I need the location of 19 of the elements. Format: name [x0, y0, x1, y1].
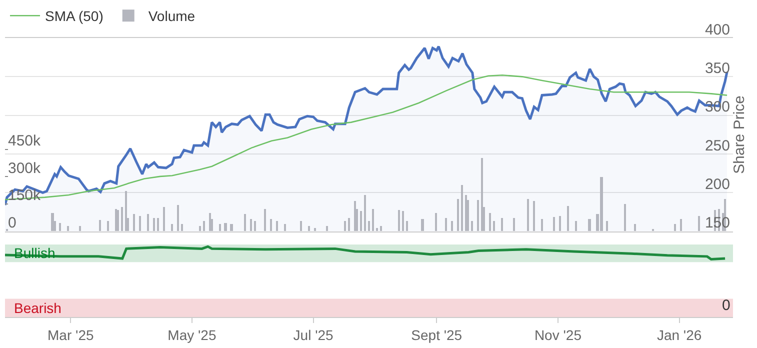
legend-label: SMA (50) — [45, 8, 104, 24]
x-tick-label: Mar '25 — [48, 326, 94, 343]
x-tick-label: Jan '26 — [656, 326, 702, 343]
y-tick-label: 400 — [704, 21, 730, 38]
y-tick-label: 200 — [704, 176, 730, 193]
y2-tick-label: 0 — [8, 214, 16, 232]
y2-tick-label: 450k — [8, 132, 42, 150]
y-axis-title: Share Price — [731, 95, 748, 174]
legend-label: Volume — [148, 8, 196, 24]
x-tick-label: Jul '25 — [293, 326, 334, 343]
band-label: Bearish — [14, 300, 62, 316]
y-tick-label: 350 — [704, 60, 730, 77]
y-tick-label: 150 — [704, 214, 730, 232]
y2-tick-label: 300k — [8, 160, 42, 177]
x-tick-label: Nov '25 — [534, 326, 582, 343]
x-tick-label: Sept '25 — [411, 326, 462, 343]
x-tick-label: May '25 — [168, 326, 216, 343]
y-tick-label: 250 — [704, 137, 730, 154]
annotation: 0 — [722, 297, 730, 314]
